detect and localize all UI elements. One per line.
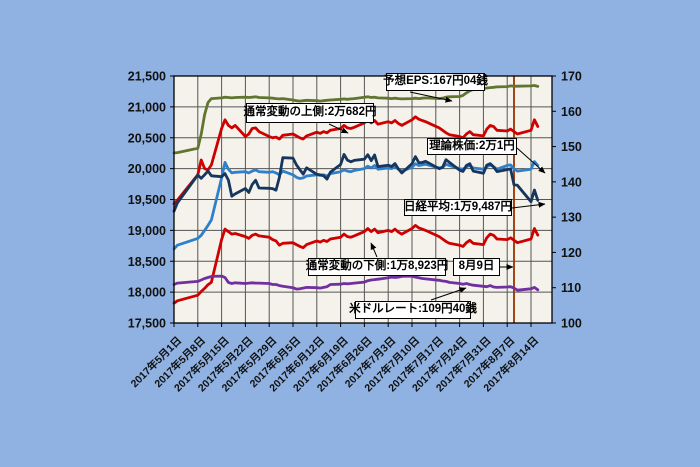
- annotation-arrow-nikkei: [511, 201, 546, 209]
- y-axis-left-label: 19,500: [128, 193, 166, 207]
- y-axis-left-label: 20,000: [128, 162, 166, 176]
- y-axis-right-label: 120: [561, 246, 582, 260]
- annotation-aug9-event: 8月9日: [453, 258, 500, 276]
- annotation-arrow-upper: [328, 123, 349, 134]
- annotation-lower-band: 通常変動の下側:1万8,923円: [305, 258, 449, 276]
- annotation-lower-text: 通常変動の下側:1万8,923円: [305, 260, 449, 273]
- series-通常変動の上側: [172, 115, 540, 206]
- annotation-upper-text: 通常変動の上側:2万682円: [243, 106, 377, 119]
- series-米ドルレート: [172, 274, 540, 292]
- y-axis-right-label: 160: [561, 105, 582, 119]
- annotation-arrow-lower: [370, 242, 378, 258]
- annotation-arrow-usd: [430, 287, 467, 301]
- y-axis-left-label: 20,500: [128, 131, 166, 145]
- annotation-nikkei-text: 日経平均:1万9,487円: [404, 200, 513, 213]
- y-axis-right-label: 130: [561, 211, 582, 225]
- y-axis-right-label: 110: [561, 281, 581, 295]
- annotation-usd-text: 米ドルレート:109円40銭: [349, 303, 477, 316]
- annotation-arrow-riron: [516, 147, 546, 174]
- series-日経平均: [172, 152, 540, 213]
- annotation-eps-forecast: 予想EPS:167円04銭: [383, 73, 488, 91]
- annotation-aug9-text: 8月9日: [458, 260, 495, 273]
- y-axis-right-label: 150: [561, 140, 582, 154]
- y-axis-left-label: 19,000: [128, 224, 166, 238]
- annotation-upper-band: 通常変動の上側:2万682円: [243, 103, 377, 123]
- y-axis-right-label: 100: [561, 317, 582, 331]
- y-axis-left-label: 21,000: [128, 100, 166, 114]
- y-axis-left-label: 21,500: [128, 70, 166, 84]
- y-axis-left-label: 18,000: [128, 286, 166, 300]
- y-axis-right-label: 140: [561, 175, 582, 189]
- annotation-theoretical-price: 理論株価:2万1円: [427, 138, 517, 155]
- y-axis-left-label: 18,500: [128, 255, 166, 269]
- annotation-eps-text: 予想EPS:167円04銭: [383, 75, 488, 88]
- y-axis-left-label: 17,500: [128, 317, 166, 331]
- series-通常変動の下側: [172, 223, 540, 305]
- annotation-nikkei-average: 日経平均:1万9,487円: [404, 199, 512, 216]
- y-axis-right-label: 170: [561, 70, 582, 84]
- annotation-riron-text: 理論株価:2万1円: [429, 139, 515, 152]
- annotation-usd-rate: 米ドルレート:109円40銭: [349, 301, 477, 319]
- annotation-arrow-eps: [409, 91, 453, 103]
